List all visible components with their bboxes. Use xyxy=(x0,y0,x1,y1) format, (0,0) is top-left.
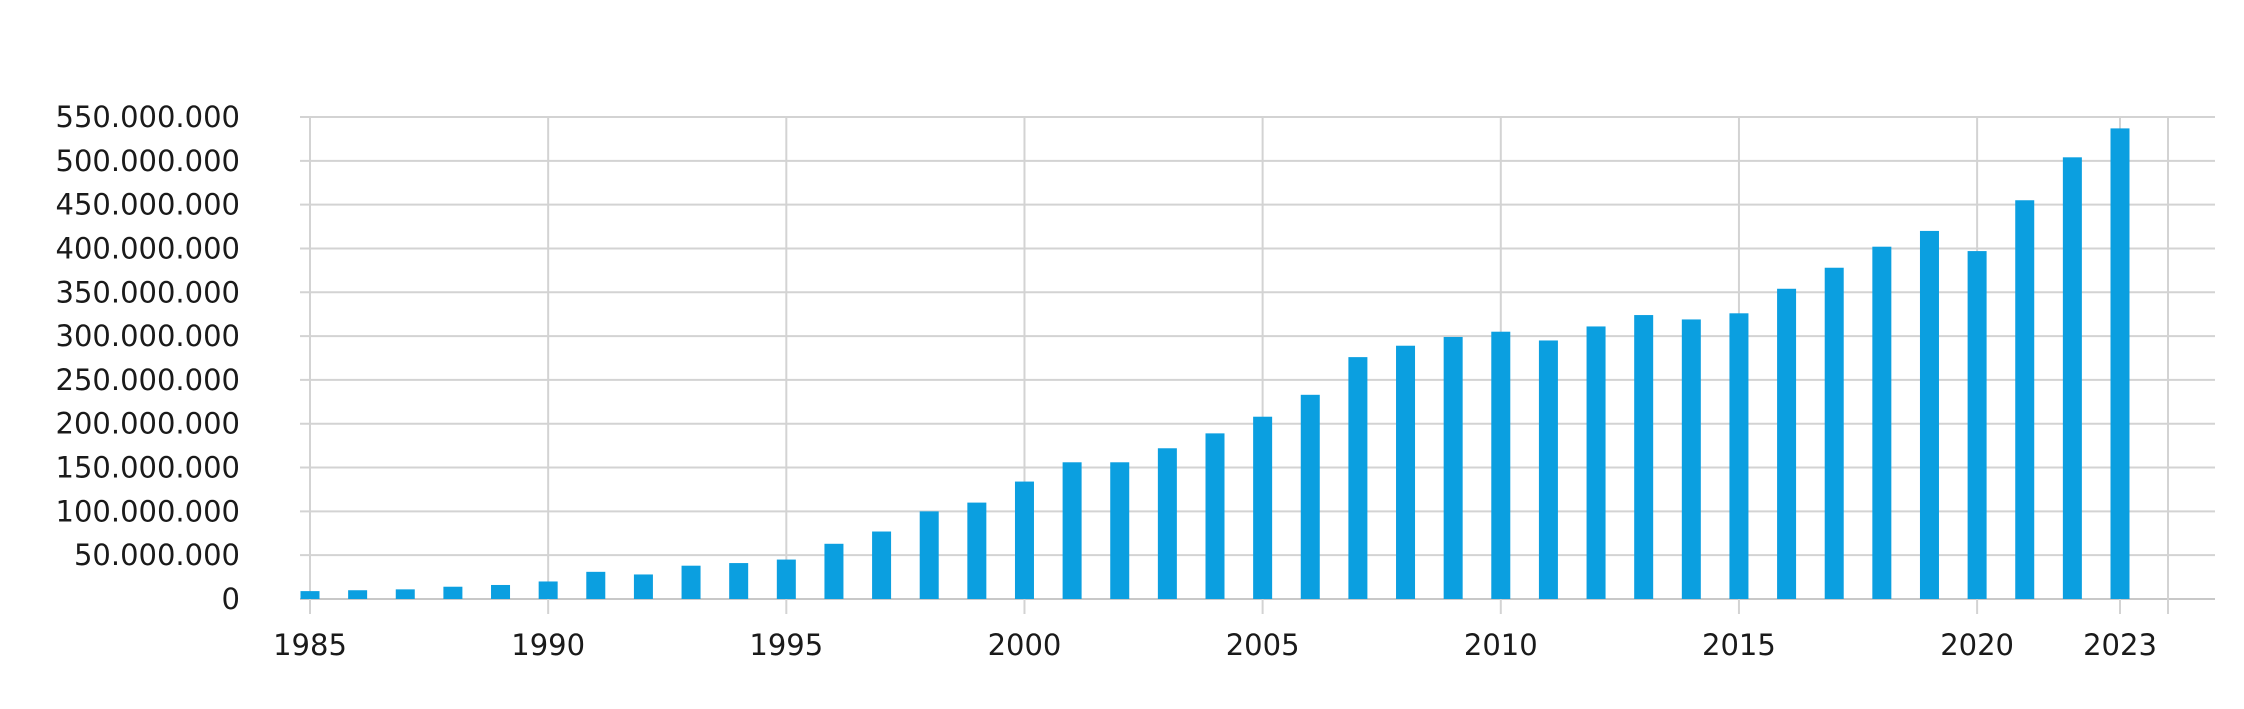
x-tick-label: 1995 xyxy=(749,628,823,662)
bar-2019 xyxy=(1919,230,1939,599)
y-axis-tick-labels: 0 50.000.000 100.000.000 150.000.000 200.000… xyxy=(56,100,241,616)
bar-2020 xyxy=(1967,251,1987,600)
y-tick-label: 0 xyxy=(222,582,240,616)
bar-2008 xyxy=(1396,345,1416,599)
x-tick-label: 2020 xyxy=(1940,628,2014,662)
y-tick-label: 450.000.000 xyxy=(56,188,241,222)
bar-1986 xyxy=(348,590,368,599)
bar-1985 xyxy=(300,591,320,599)
y-tick-label: 50.000.000 xyxy=(74,538,240,572)
bar-2012 xyxy=(1586,326,1606,599)
x-tick-label: 2015 xyxy=(1702,628,1776,662)
x-tick-label: 2000 xyxy=(988,628,1062,662)
bar-2022 xyxy=(2062,157,2082,599)
y-tick-label: 550.000.000 xyxy=(56,100,241,134)
bar-1989 xyxy=(491,584,511,599)
bar-1988 xyxy=(443,586,463,599)
bar-2007 xyxy=(1348,357,1368,599)
bar-2002 xyxy=(1110,462,1130,599)
bar-series xyxy=(300,128,2130,600)
bar-2018 xyxy=(1872,246,1892,599)
bar-2005 xyxy=(1253,416,1273,599)
x-tick-label: 2023 xyxy=(2083,628,2157,662)
bar-2013 xyxy=(1634,315,1654,599)
bar-2014 xyxy=(1681,319,1701,599)
bar-2023 xyxy=(2110,128,2130,599)
y-tick-label: 300.000.000 xyxy=(56,319,241,353)
bar-2016 xyxy=(1777,288,1797,599)
y-tick-label: 200.000.000 xyxy=(56,407,241,441)
bar-1990 xyxy=(538,581,558,599)
bar-2015 xyxy=(1729,313,1749,599)
x-axis-tick-labels: 1985 1990 1995 2000 2005 2010 2015 2020 2023 xyxy=(273,628,2157,662)
x-tick-label: 1990 xyxy=(511,628,585,662)
bar-1992 xyxy=(633,574,653,599)
x-tick-label: 2005 xyxy=(1226,628,1300,662)
bar-2011 xyxy=(1538,340,1558,599)
bar-1995 xyxy=(776,559,796,599)
y-tick-label: 350.000.000 xyxy=(56,275,241,309)
bar-1996 xyxy=(824,543,844,599)
bar-1994 xyxy=(729,563,749,599)
bar-2004 xyxy=(1205,433,1225,599)
y-tick-label: 150.000.000 xyxy=(56,451,241,485)
bar-1997 xyxy=(872,531,892,599)
bar-2009 xyxy=(1443,336,1463,599)
bar-2000 xyxy=(1014,481,1034,599)
bar-2001 xyxy=(1062,462,1082,599)
x-tick-label: 2010 xyxy=(1464,628,1538,662)
bar-1993 xyxy=(681,565,701,599)
bar-2021 xyxy=(2015,200,2035,599)
bar-2017 xyxy=(1824,267,1844,599)
bar-1991 xyxy=(586,571,606,599)
x-tick-label: 1985 xyxy=(273,628,347,662)
bar-1987 xyxy=(395,589,415,599)
y-tick-label: 250.000.000 xyxy=(56,363,241,397)
y-tick-label: 500.000.000 xyxy=(56,144,241,178)
bar-1999 xyxy=(967,502,987,599)
y-tick-label: 400.000.000 xyxy=(56,231,241,265)
bar-2006 xyxy=(1300,394,1320,599)
bar-2010 xyxy=(1491,331,1511,599)
bar-1998 xyxy=(919,511,939,599)
y-tick-label: 100.000.000 xyxy=(56,494,241,528)
bar-2003 xyxy=(1157,448,1177,599)
